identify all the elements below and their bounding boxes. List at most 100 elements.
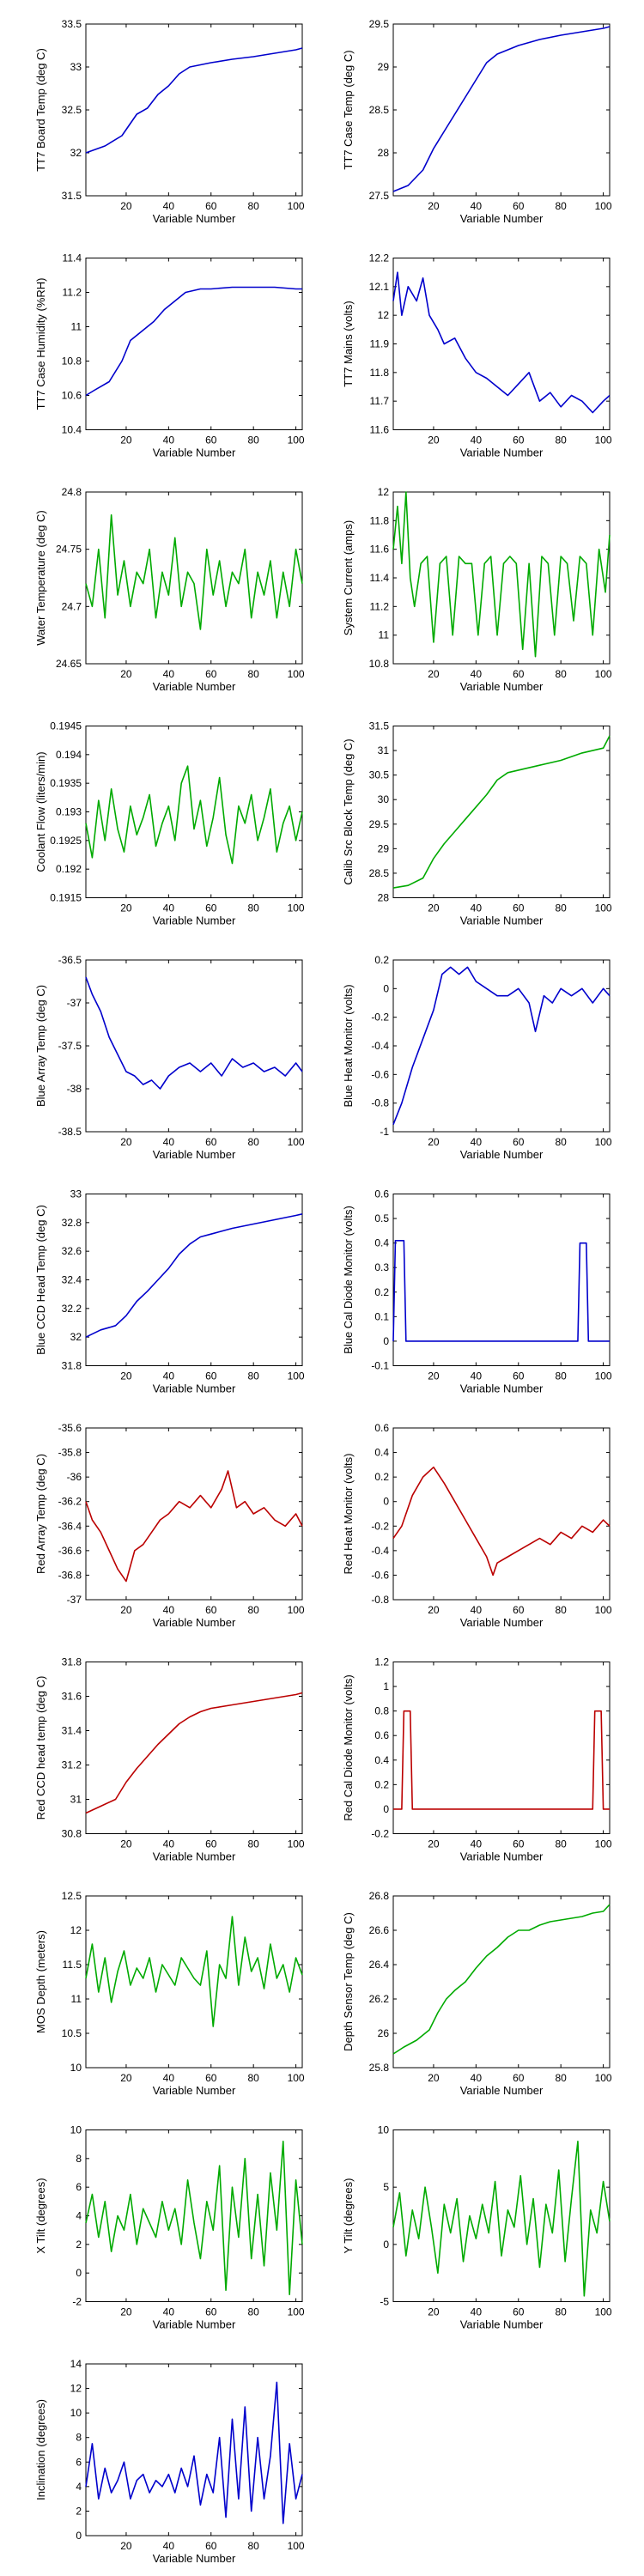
x-tick-label: 20 — [120, 2306, 132, 2318]
y-tick-label: 32.8 — [62, 1217, 82, 1229]
chart-blue-cal-diode-monitor: 20 40 60 80 100 -0.1 0 0.1 0.2 0.3 0.4 0.5 0.6 Variab… — [342, 1188, 612, 1395]
plot-frame — [392, 2129, 611, 2302]
y-tick-label: 10.4 — [62, 424, 82, 436]
y-tick-label: 11.5 — [63, 1959, 82, 1971]
chart-red-array-temp: 20 40 60 80 100 -37 -36.8 -36.6 -36.4 -36.2 -36 -35… — [34, 1422, 305, 1629]
x-tick-label: 20 — [428, 1136, 440, 1148]
y-tick-label: 28.5 — [369, 867, 390, 879]
chart-mos-depth: 20 40 60 80 100 10 10.5 11 11.5 12 12.5 Variable Nu… — [34, 1890, 305, 2097]
y-tick-label: 25.8 — [369, 2062, 390, 2074]
y-tick-label: 0.2 — [374, 1778, 389, 1790]
x-tick-label: 60 — [205, 1838, 217, 1850]
x-tick-label: 20 — [120, 1370, 132, 1382]
series-line — [392, 2141, 611, 2297]
x-tick-label: 60 — [205, 2072, 217, 2084]
x-axis-label: Variable Number — [153, 1850, 236, 1863]
x-tick-label: 60 — [513, 2072, 525, 2084]
y-tick-label: -36.4 — [58, 1520, 82, 1532]
series-line — [85, 47, 303, 154]
chart-x-tilt: 20 40 60 80 100 -2 0 2 4 6 8 10 Variable Number X Til… — [34, 2124, 305, 2331]
x-tick-label: 100 — [595, 668, 612, 680]
y-tick-label: 30 — [378, 793, 390, 805]
x-tick-label: 20 — [120, 1604, 132, 1616]
y-tick-label: 0.192 — [56, 863, 82, 875]
y-tick-label: 1.2 — [374, 1656, 389, 1668]
x-tick-label: 100 — [595, 2306, 612, 2318]
x-tick-label: 20 — [120, 902, 132, 914]
x-tick-label: 60 — [205, 1604, 217, 1616]
x-tick-label: 80 — [555, 1370, 567, 1382]
y-axis-label: Red Cal Diode Monitor (volts) — [342, 1674, 355, 1821]
x-tick-label: 100 — [288, 668, 305, 680]
y-axis-label: Water Temperature (deg C) — [34, 510, 47, 646]
y-tick-label: 11.2 — [370, 600, 390, 612]
plot-frame — [85, 726, 303, 898]
y-tick-label: 5 — [383, 2181, 389, 2193]
y-tick-label: -0.8 — [371, 1097, 389, 1109]
x-tick-label: 40 — [163, 2306, 175, 2318]
y-tick-label: 11.6 — [370, 544, 390, 556]
plot-frame — [392, 1662, 611, 1834]
y-tick-label: 0 — [383, 2239, 389, 2251]
y-tick-label: 30.5 — [369, 769, 390, 781]
y-axis-label: Blue Cal Diode Monitor (volts) — [342, 1206, 355, 1354]
x-tick-label: 80 — [247, 434, 259, 447]
y-tick-label: 29.5 — [369, 818, 390, 830]
y-tick-label: -36.5 — [58, 954, 82, 966]
y-tick-label: 12.5 — [62, 1890, 82, 1902]
x-axis-label: Variable Number — [153, 1148, 236, 1161]
y-axis-label: System Current (amps) — [342, 520, 355, 635]
x-tick-label: 20 — [120, 1838, 132, 1850]
plot-frame — [85, 23, 303, 197]
series-line — [85, 513, 303, 630]
x-axis-label: Variable Number — [153, 212, 236, 225]
y-tick-label: 28 — [378, 892, 390, 904]
x-tick-label: 40 — [471, 668, 483, 680]
y-tick-label: -36.6 — [58, 1545, 82, 1557]
y-tick-label: 0.3 — [374, 1261, 389, 1273]
series-line — [392, 26, 611, 192]
series-line — [392, 271, 611, 414]
y-tick-label: 31.5 — [62, 190, 82, 202]
chart-red-ccd-head-temp: 20 40 60 80 100 30.8 31 31.2 31.4 31.6 31.8 Variabl… — [34, 1656, 305, 1863]
y-tick-label: 0 — [76, 2267, 82, 2279]
x-tick-label: 60 — [205, 2306, 217, 2318]
y-tick-label: 0 — [76, 2530, 82, 2542]
x-tick-label: 40 — [471, 434, 483, 447]
y-tick-label: 31 — [70, 1794, 82, 1806]
y-tick-label: -0.4 — [371, 1545, 389, 1557]
y-axis-label: Blue Array Temp (deg C) — [34, 985, 47, 1107]
x-tick-label: 40 — [471, 1838, 483, 1850]
x-tick-label: 20 — [428, 902, 440, 914]
plot-frame — [85, 258, 303, 430]
x-tick-label: 20 — [120, 1136, 132, 1148]
x-tick-label: 20 — [428, 434, 440, 447]
x-axis-label: Variable Number — [460, 914, 544, 927]
y-tick-label: 33 — [70, 1188, 82, 1200]
y-tick-label: -35.6 — [58, 1422, 82, 1434]
x-axis-label: Variable Number — [460, 1850, 544, 1863]
y-tick-label: 0 — [383, 1335, 389, 1347]
x-tick-label: 20 — [428, 2306, 440, 2318]
y-tick-label: -37 — [67, 1594, 82, 1606]
x-tick-label: 100 — [595, 2072, 612, 2084]
y-tick-label: 26 — [378, 2027, 390, 2039]
x-tick-label: 80 — [555, 200, 567, 212]
y-tick-label: -0.2 — [371, 1012, 389, 1024]
series-line — [392, 966, 611, 1125]
x-tick-label: 60 — [205, 902, 217, 914]
series-line — [392, 735, 611, 889]
chart-blue-array-temp: 20 40 60 80 100 -38.5 -38 -37.5 -37 -36.5 Variable… — [34, 954, 305, 1161]
y-tick-label: 28.5 — [369, 104, 390, 116]
x-tick-label: 100 — [288, 1838, 305, 1850]
y-tick-label: 10 — [70, 2407, 82, 2419]
y-tick-label: -36.8 — [58, 1569, 82, 1581]
y-tick-label: 33.5 — [62, 18, 82, 30]
y-tick-label: 0.1945 — [50, 720, 82, 732]
y-tick-label: 12 — [378, 309, 390, 321]
y-tick-label: 11 — [71, 321, 82, 333]
y-axis-label: Red Array Temp (deg C) — [34, 1454, 47, 1574]
x-tick-label: 80 — [555, 434, 567, 447]
y-tick-label: -35.8 — [58, 1447, 82, 1459]
y-tick-label: -5 — [380, 2296, 389, 2308]
